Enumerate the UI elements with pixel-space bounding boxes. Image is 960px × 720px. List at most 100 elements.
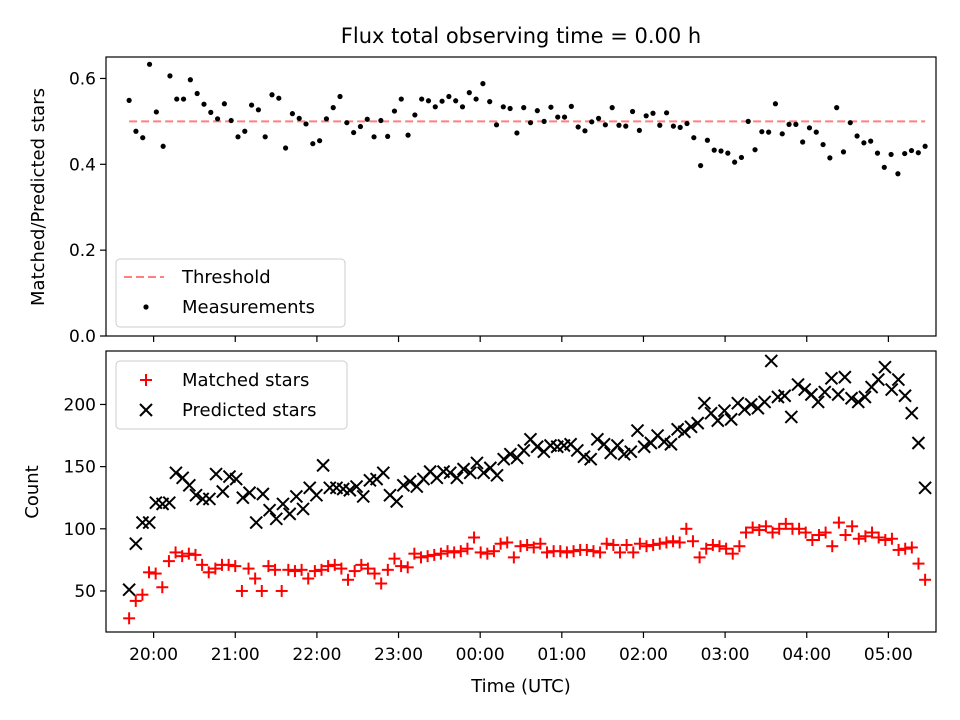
matched-stars-point (282, 563, 295, 576)
predicted-stars-point (470, 456, 484, 470)
measurement-point (187, 77, 193, 83)
matched-stars-point (793, 522, 806, 535)
matched-stars-point (468, 531, 481, 544)
matched-stars-point (368, 567, 381, 580)
predicted-stars-point (858, 390, 872, 404)
measurement-point (868, 138, 874, 144)
matched-stars-legend-swatch (140, 374, 152, 386)
measurement-point (194, 90, 200, 97)
ratio-legend: Threshold Measurements (115, 258, 346, 328)
counts-y-tick-label: 200 (64, 395, 96, 415)
predicted-stars-point (684, 420, 698, 434)
predicted-stars-point (276, 497, 290, 511)
matched-stars-point (255, 584, 268, 597)
predicted-stars-point (711, 413, 725, 428)
predicted-stars-point (677, 425, 692, 439)
matched-stars-point (408, 547, 421, 560)
matched-stars-point (335, 562, 348, 575)
measurement-point (466, 90, 472, 96)
measurement-point (248, 102, 255, 108)
measurement-point (609, 105, 615, 111)
counts-x-tick-label: 22:00 (292, 645, 341, 665)
predicted-stars-point (851, 395, 865, 409)
predicted-stars-point (202, 492, 217, 506)
measurement-point (541, 118, 547, 124)
matched-stars-point (799, 526, 812, 539)
matched-stars-point (361, 562, 374, 575)
counts-x-tick-label: 02:00 (619, 645, 668, 665)
predicted-stars-point (918, 481, 932, 495)
matched-stars-point (388, 552, 401, 565)
measurement-point (711, 147, 717, 153)
counts-x-tick-label: 05:00 (864, 645, 913, 665)
predicted-stars-point (389, 494, 404, 509)
matched-stars-point (567, 545, 580, 558)
matched-stars-point (481, 547, 494, 560)
measurement-point (317, 138, 323, 144)
predicted-stars-point (911, 436, 926, 450)
matched-stars-point (507, 551, 520, 564)
matched-stars-point (613, 546, 626, 559)
measurement-point (840, 149, 847, 155)
measurement-point (289, 111, 296, 117)
matched-stars-point (401, 561, 414, 574)
measurement-point (670, 123, 676, 129)
measurement-point (391, 108, 398, 114)
measurement-point (296, 115, 302, 121)
matched-stars-point (454, 545, 467, 558)
measurement-point (874, 150, 881, 156)
predicted-stars-point (744, 397, 758, 412)
matched-stars-point (594, 546, 607, 559)
matched-stars-point (779, 517, 792, 530)
matched-stars-point (753, 524, 766, 537)
predicted-stars-layer (122, 354, 932, 597)
predicted-stars-point (637, 440, 651, 454)
measurements-layer (126, 61, 928, 177)
measurement-point (793, 121, 799, 127)
measurement-point (269, 92, 275, 98)
measurement-point (439, 98, 445, 104)
measurement-point (140, 135, 146, 141)
measurement-point (813, 129, 819, 135)
matched-stars-point (448, 546, 461, 559)
predicted-stars-legend-swatch (139, 403, 153, 417)
measurement-point (378, 117, 384, 124)
predicted-stars-point (249, 515, 263, 530)
counts-y-tick-label: 50 (74, 582, 96, 602)
measurement-point (337, 93, 343, 100)
predicted-stars-point (824, 371, 839, 386)
matched-stars-point (209, 562, 222, 575)
matched-stars-point (123, 612, 136, 625)
matched-stars-point (461, 542, 474, 555)
predicted-stars-point (597, 437, 611, 451)
predicted-stars-point (844, 391, 859, 405)
matched-stars-point (176, 550, 189, 563)
measurement-point (568, 103, 574, 109)
matched-stars-point (726, 547, 739, 560)
predicted-stars-point (517, 443, 531, 458)
chart-title: Flux total observing time = 0.00 h (341, 24, 701, 48)
matched-stars-point (905, 541, 918, 554)
matched-stars-point (713, 540, 726, 553)
predicted-stars-point (898, 389, 912, 403)
matched-stars-point (580, 543, 593, 556)
predicted-stars-point (169, 466, 183, 480)
matched-stars-point (434, 547, 447, 560)
measurement-point (398, 96, 404, 102)
measurement-point (255, 107, 261, 113)
measurement-point (432, 104, 438, 110)
measurement-point (623, 123, 629, 129)
matched-stars-point (322, 560, 335, 573)
predicted-stars-point (262, 503, 277, 517)
predicted-stars-point (878, 360, 892, 374)
matched-stars-point (720, 542, 733, 555)
matched-stars-point (441, 545, 454, 558)
measurement-point (364, 116, 370, 122)
measurement-point (235, 134, 241, 140)
counts-x-tick-label: 00:00 (456, 645, 505, 665)
predicted-stars-point (697, 396, 712, 410)
matched-stars-point (428, 548, 441, 561)
predicted-stars-point (282, 507, 297, 521)
counts-x-tick-label: 01:00 (537, 645, 586, 665)
measurement-point (310, 141, 316, 147)
